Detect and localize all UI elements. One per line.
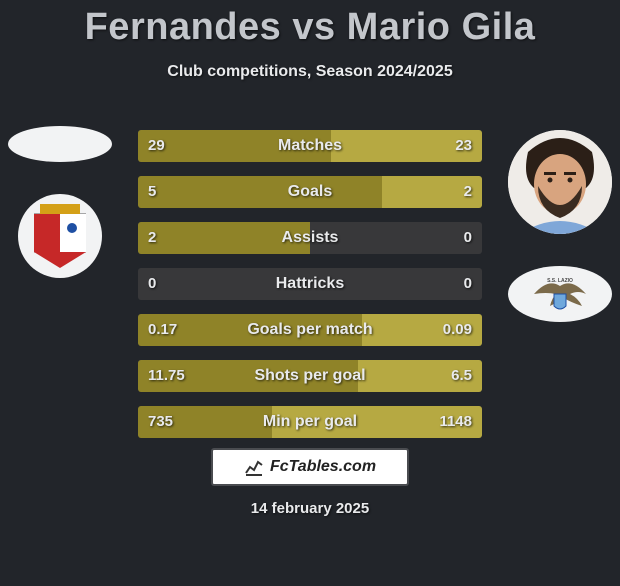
stat-label: Goals per match [138, 314, 482, 346]
stat-label: Hattricks [138, 268, 482, 300]
site-badge: FcTables.com [211, 448, 409, 486]
stat-label: Assists [138, 222, 482, 254]
stat-row: 11.756.5Shots per goal [138, 360, 482, 392]
stat-label: Shots per goal [138, 360, 482, 392]
stat-row: 20Assists [138, 222, 482, 254]
title-player2: Mario Gila [347, 6, 536, 48]
left-column [8, 126, 112, 278]
subtitle: Club competitions, Season 2024/2025 [0, 63, 620, 81]
stat-row: 52Goals [138, 176, 482, 208]
svg-text:S.S. LAZIO: S.S. LAZIO [547, 278, 573, 284]
stat-label: Min per goal [138, 406, 482, 438]
player1-avatar-icon [8, 126, 112, 162]
stat-label: Matches [138, 130, 482, 162]
site-name: FcTables.com [270, 458, 376, 476]
comparison-chart: 2923Matches 52Goals 20Assists 00Hattricks 0.… [138, 130, 482, 452]
site-logo-icon [244, 457, 264, 477]
title-player1: Fernandes [85, 6, 282, 48]
footer-date: 14 february 2025 [0, 500, 620, 517]
stat-row: 2923Matches [138, 130, 482, 162]
player2-avatar-icon [508, 130, 612, 234]
stat-label: Goals [138, 176, 482, 208]
stat-row: 0.170.09Goals per match [138, 314, 482, 346]
title-separator: vs [292, 6, 335, 48]
stat-row: 7351148Min per goal [138, 406, 482, 438]
player1-club-icon [18, 194, 102, 278]
right-column: S.S. LAZIO [508, 130, 612, 322]
player2-club-icon: S.S. LAZIO [508, 266, 612, 322]
page-title: Fernandes vs Mario Gila [0, 6, 620, 49]
stat-row: 00Hattricks [138, 268, 482, 300]
